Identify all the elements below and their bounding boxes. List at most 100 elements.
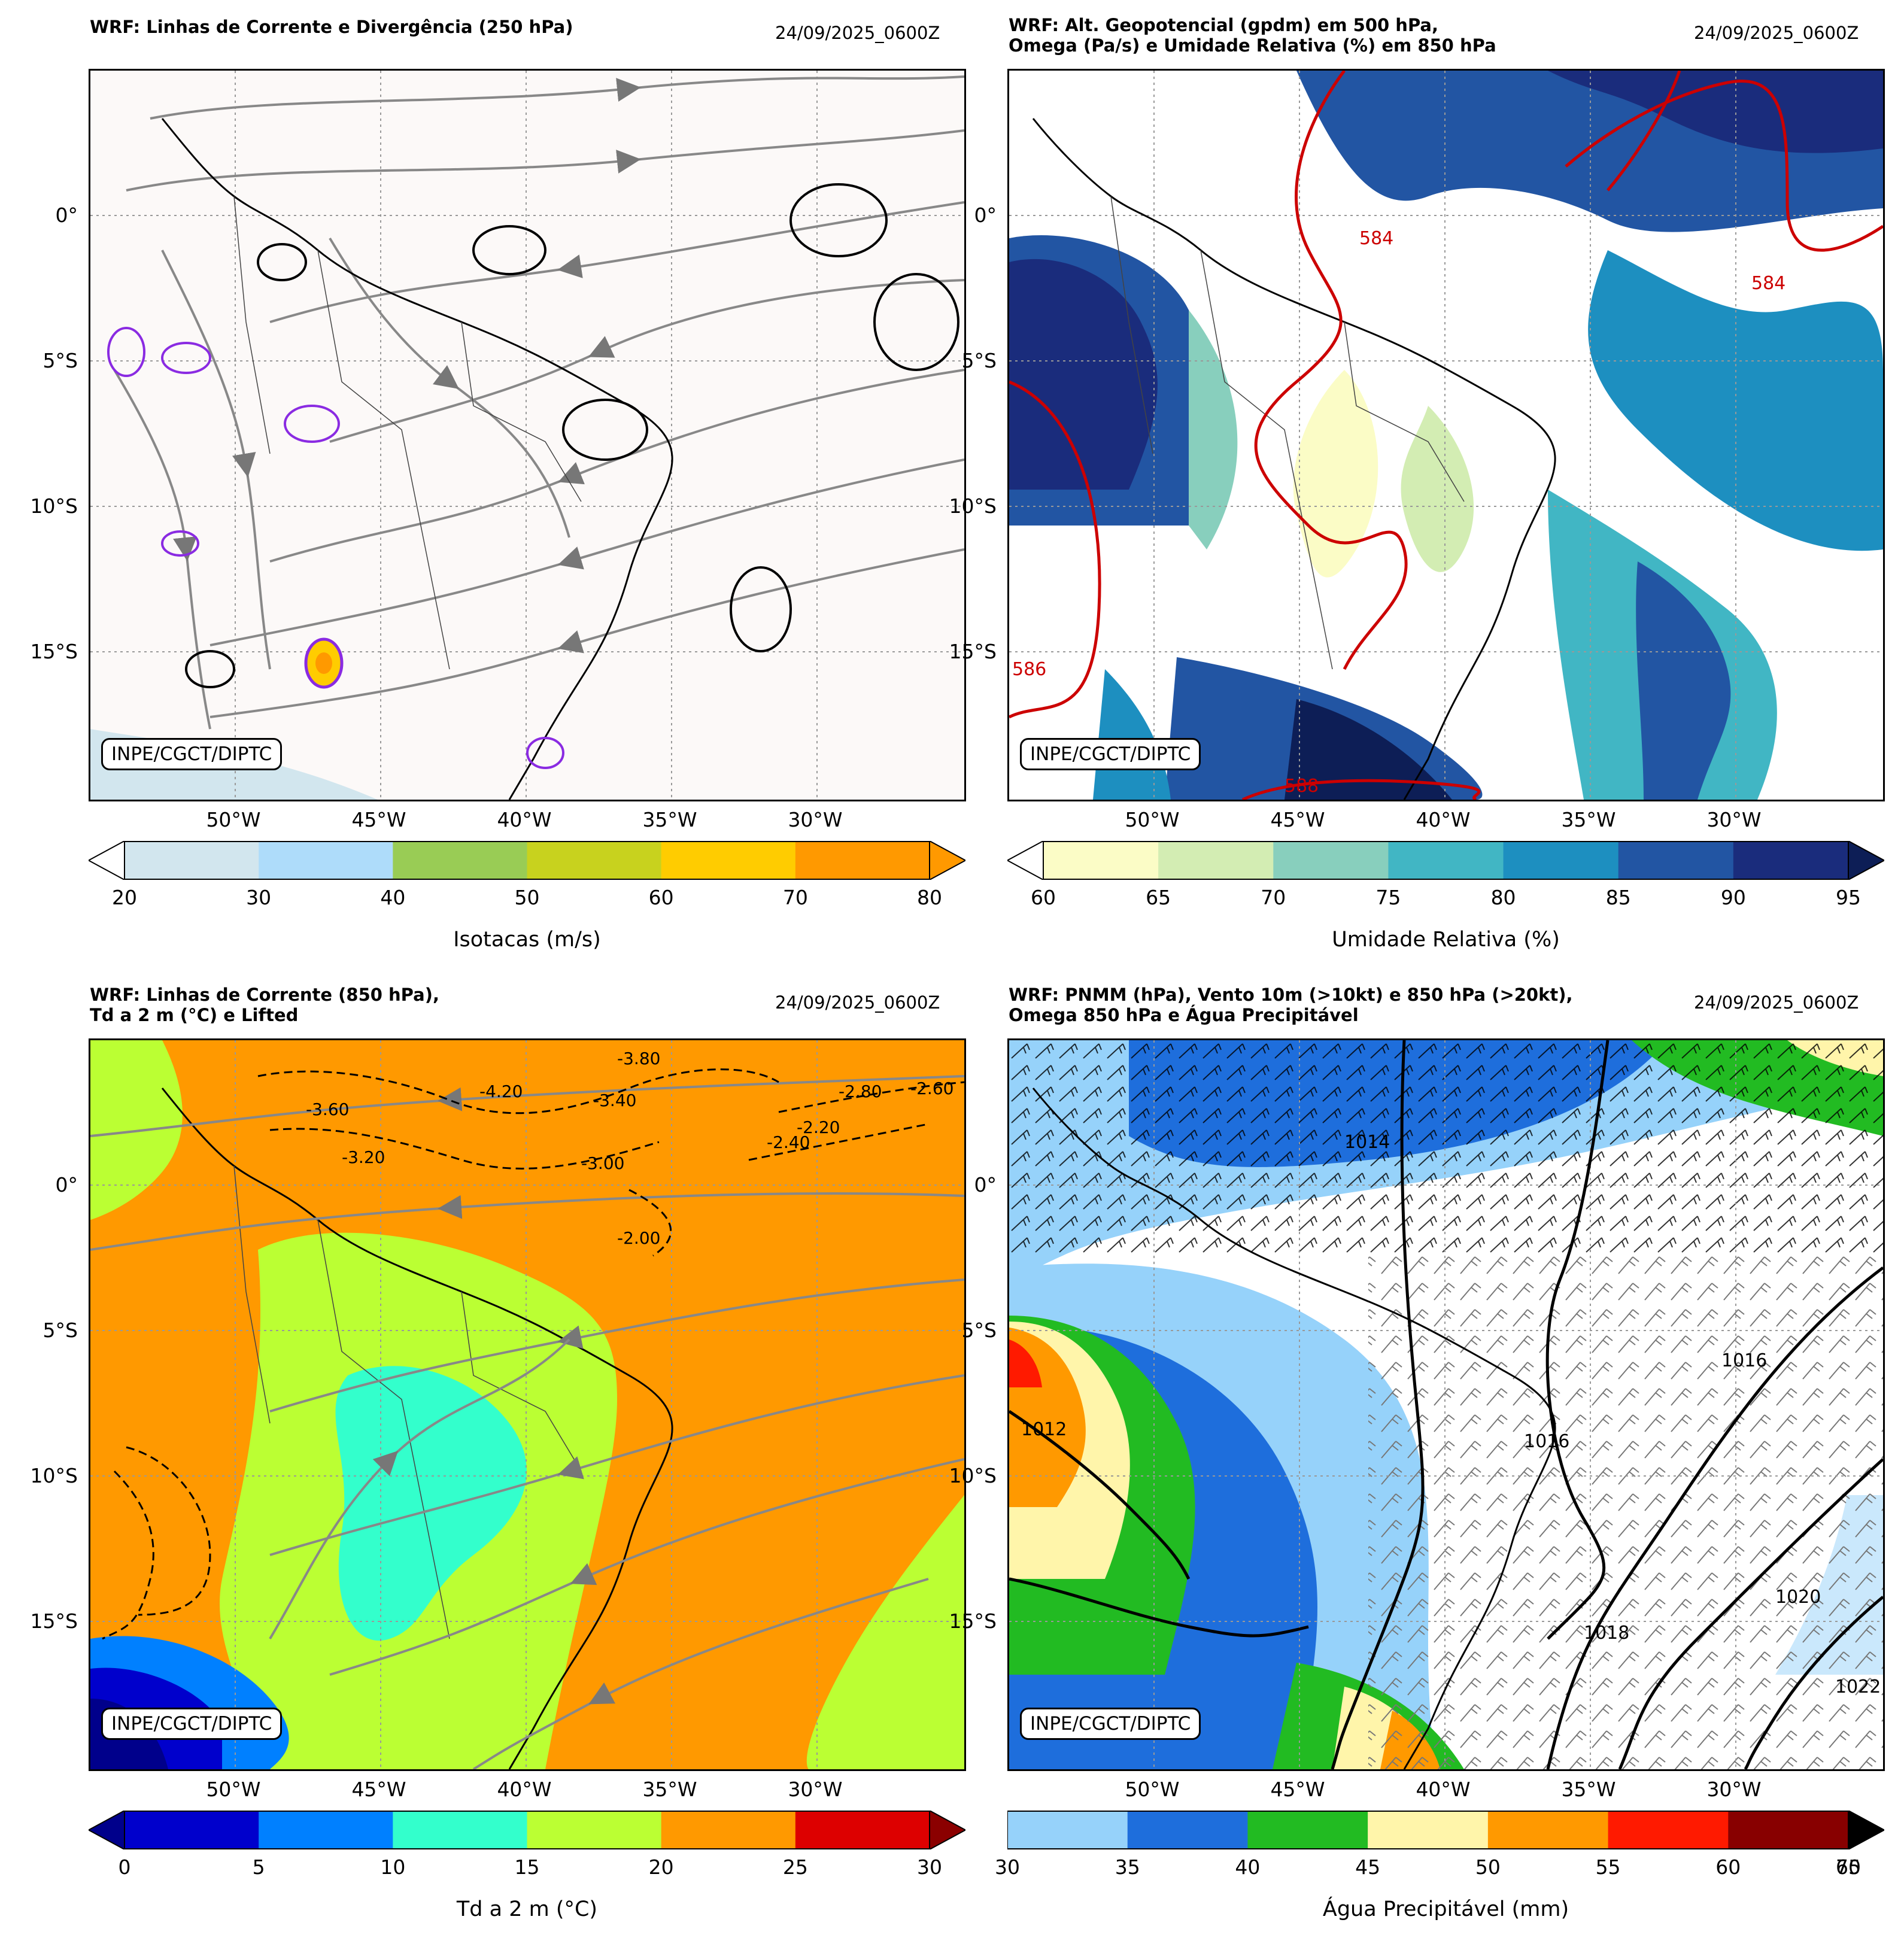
lon-tick: 50°W — [206, 808, 261, 831]
lon-tick: 40°W — [1416, 1778, 1471, 1801]
map-area[interactable]: -3.60 -3.20 -4.20 -3.80 -3.40 -3.00 -2.8… — [89, 1038, 966, 1771]
colorbar-tick: 40 — [380, 886, 406, 909]
colorbar-bin — [1273, 841, 1389, 880]
colorbar-tick: 45 — [1355, 1855, 1381, 1879]
colorbar-tick: 20 — [648, 1855, 674, 1879]
lon-tick: 30°W — [1706, 808, 1762, 831]
map-layer: 1016 1016 1018 1020 1022 1012 1014 — [1009, 1040, 1883, 1769]
colorbar-bin — [527, 1811, 662, 1849]
panel-date: 24/09/2025_0600Z — [1694, 23, 1859, 43]
colorbar-tick: 95 — [1836, 886, 1861, 909]
lat-tick: 15°S — [30, 640, 78, 663]
colorbar-label: Td a 2 m (°C) — [456, 1897, 598, 1921]
panel-streamlines-850-td: WRF: Linhas de Corrente (850 hPa), Td a … — [0, 970, 967, 1927]
colorbar-bin — [1618, 841, 1734, 880]
contour-label: 1020 — [1775, 1587, 1821, 1608]
colorbar-bin — [1368, 1811, 1489, 1849]
lat-tick: 10°S — [949, 494, 997, 518]
lon-tick: 40°W — [1416, 808, 1471, 831]
panel-title: WRF: Linhas de Corrente (850 hPa), Td a … — [90, 985, 439, 1025]
colorbar-extend-high — [1848, 1809, 1886, 1851]
colorbar-tick: 70 — [1261, 886, 1286, 909]
contour-label: 584 — [1359, 228, 1393, 249]
contour-label: -2.40 — [767, 1132, 810, 1152]
contour-label: 1014 — [1344, 1132, 1390, 1153]
colorbar-tick: 75 — [1375, 886, 1401, 909]
colorbar-tick: 60 — [1031, 886, 1056, 909]
colorbar-tick: 15 — [514, 1855, 540, 1879]
colorbar-tick: 70 — [1836, 1855, 1861, 1879]
map-area[interactable]: 1016 1016 1018 1020 1022 1012 1014 INPE/… — [1007, 1038, 1885, 1771]
colorbar-bin — [795, 1811, 930, 1849]
colorbar-tick: 5 — [252, 1855, 265, 1879]
credit-badge: INPE/CGCT/DIPTC — [1020, 738, 1201, 770]
colorbar-bin — [1728, 1811, 1849, 1849]
colorbar-bin — [795, 841, 930, 880]
lat-tick: 15°S — [30, 1609, 78, 1633]
lon-tick: 35°W — [1561, 1778, 1616, 1801]
colorbar-label: Água Precipitável (mm) — [1322, 1897, 1569, 1921]
panel-title: WRF: Alt. Geopotencial (gpdm) em 500 hPa… — [1009, 15, 1496, 56]
lat-tick: 10°S — [30, 494, 78, 518]
colorbar-bin — [1247, 1811, 1368, 1849]
lat-tick: 0° — [55, 1173, 78, 1196]
credit-badge: INPE/CGCT/DIPTC — [101, 738, 283, 770]
contour-label: -3.40 — [593, 1091, 636, 1110]
lon-tick: 30°W — [788, 1778, 843, 1801]
colorbar-bin — [1487, 1811, 1609, 1849]
lon-tick: 45°W — [351, 808, 406, 831]
contour-label: -3.00 — [581, 1153, 624, 1173]
lat-tick: 5°S — [961, 1319, 997, 1342]
colorbar-extend-low — [87, 840, 125, 881]
panel-date: 24/09/2025_0600Z — [775, 23, 940, 43]
colorbar-tick: 60 — [1715, 1855, 1741, 1879]
colorbar — [87, 840, 967, 881]
lon-tick: 40°W — [497, 808, 552, 831]
colorbar-extend-low — [87, 1809, 125, 1851]
contour-label: 1016 — [1721, 1350, 1767, 1371]
colorbar-bin — [393, 1811, 527, 1849]
colorbar-bin — [393, 841, 527, 880]
contour-label: -4.20 — [479, 1082, 523, 1101]
lat-tick: 10°S — [949, 1464, 997, 1487]
colorbar-label: Isotacas (m/s) — [453, 928, 601, 952]
lon-tick: 50°W — [1125, 1778, 1180, 1801]
lat-tick: 0° — [974, 1173, 997, 1196]
colorbar-bin — [661, 1811, 796, 1849]
contour-label: 1022 — [1835, 1676, 1881, 1697]
colorbar-svg — [87, 1809, 967, 1851]
colorbar-tick: 20 — [112, 886, 137, 909]
panel-pressure-wind-pw: WRF: PNMM (hPa), Vento 10m (>10kt) e 850… — [919, 970, 1886, 1927]
colorbar-tick: 40 — [1235, 1855, 1261, 1879]
lon-tick: 35°W — [1561, 808, 1616, 831]
colorbar-tick: 90 — [1720, 886, 1746, 909]
map-area[interactable]: INPE/CGCT/DIPTC — [89, 69, 966, 801]
colorbar-tick: 65 — [1146, 886, 1171, 909]
colorbar-tick: 55 — [1595, 1855, 1621, 1879]
lat-tick: 15°S — [949, 1609, 997, 1633]
contour-label: -2.00 — [617, 1228, 660, 1248]
colorbar-tick: 30 — [995, 1855, 1020, 1879]
colorbar — [87, 1809, 967, 1851]
colorbar-extend-high — [1848, 840, 1886, 881]
panel-streamlines-250: WRF: Linhas de Corrente e Divergência (2… — [0, 0, 967, 958]
colorbar-bin — [1127, 1811, 1248, 1849]
lon-tick: 35°W — [642, 1778, 697, 1801]
colorbar-tick: 60 — [648, 886, 674, 909]
contour-label: -3.80 — [617, 1049, 660, 1068]
contour-label: -2.20 — [797, 1117, 840, 1137]
colorbar-tick: 10 — [380, 1855, 406, 1879]
lon-tick: 45°W — [1270, 808, 1325, 831]
colorbar-svg — [87, 840, 967, 881]
panel-date: 24/09/2025_0600Z — [1694, 992, 1859, 1013]
colorbar-tick: 50 — [1475, 1855, 1501, 1879]
colorbar-tick: 30 — [917, 1855, 942, 1879]
colorbar-bin — [1007, 1811, 1128, 1849]
contour-label: -3.20 — [342, 1147, 385, 1167]
colorbar-tick: 30 — [246, 886, 272, 909]
panel-date: 24/09/2025_0600Z — [775, 992, 940, 1013]
map-area[interactable]: 584 584 586 588 INPE/CGCT/DIPTC — [1007, 69, 1885, 801]
contour-label: 1016 — [1524, 1431, 1569, 1452]
colorbar-bin — [1608, 1811, 1729, 1849]
colorbar-tick: 80 — [1490, 886, 1516, 909]
